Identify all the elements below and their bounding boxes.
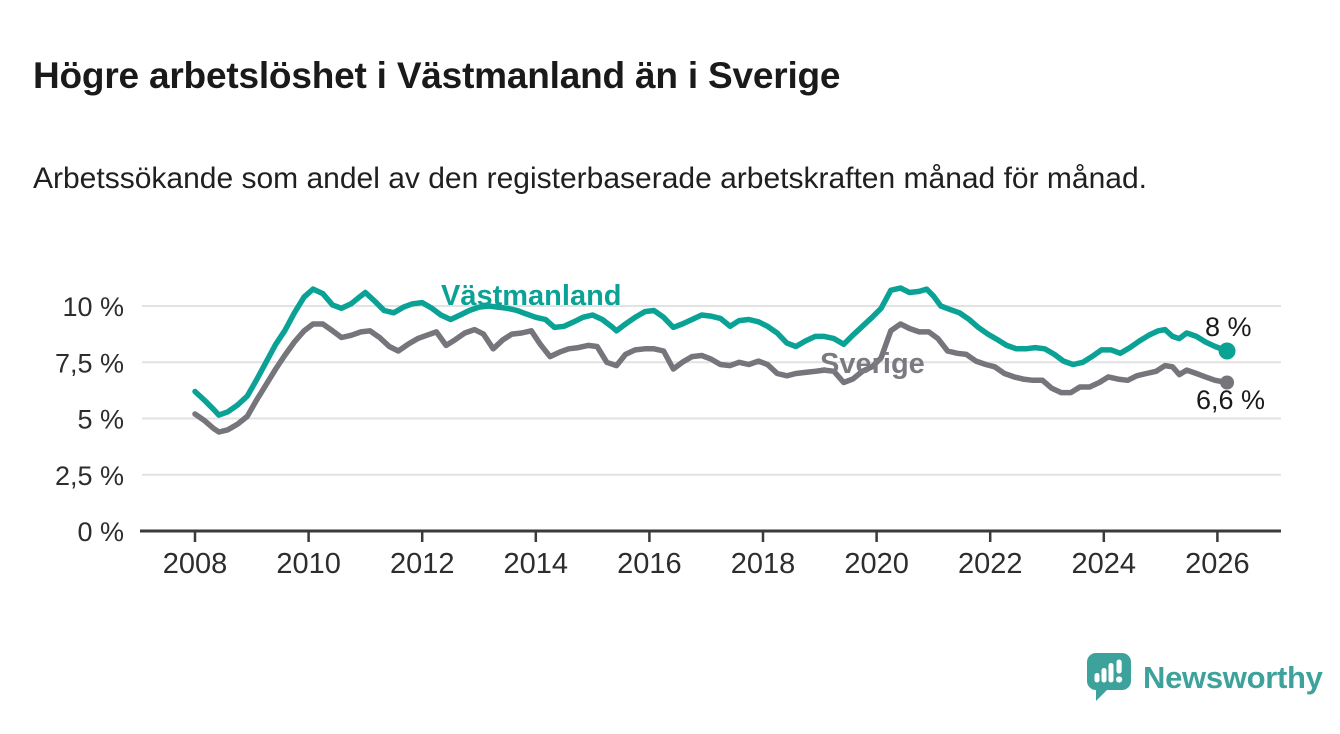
series-label-sverige: Sverige	[820, 348, 925, 380]
x-tick-label: 2018	[731, 548, 796, 580]
x-tick-label: 2022	[958, 548, 1023, 580]
x-tick-label: 2014	[504, 548, 569, 580]
page-subtitle: Arbetssökande som andel av den registerb…	[33, 162, 1147, 195]
page-title: Högre arbetslöshet i Västmanland än i Sv…	[33, 54, 841, 96]
x-tick-label: 2008	[163, 548, 228, 580]
newsworthy-brand: Newsworthy	[1086, 652, 1323, 704]
brand-name: Newsworthy	[1143, 660, 1323, 695]
y-tick-label: 5 %	[77, 405, 124, 435]
x-tick-label: 2020	[844, 548, 909, 580]
x-tick-label: 2026	[1185, 548, 1250, 580]
end-value-label-sverige: 6,6 %	[1196, 385, 1266, 415]
series-line-vastmanland	[192, 285, 1230, 418]
series-end-dot-sverige	[1220, 375, 1235, 390]
x-tick-label: 2024	[1072, 548, 1137, 580]
x-tick-label: 2010	[276, 548, 341, 580]
x-tick-label: 2012	[390, 548, 455, 580]
y-tick-label: 7,5 %	[55, 348, 124, 378]
x-tick-label: 2016	[617, 548, 682, 580]
y-tick-label: 10 %	[62, 292, 124, 322]
end-value-label-vastmanland: 8 %	[1205, 312, 1252, 342]
series-label-vastmanland: Västmanland	[441, 280, 622, 312]
series-line-sverige	[192, 321, 1230, 435]
y-tick-label: 0 %	[77, 517, 124, 547]
bar-chart-speech-bubble-icon	[1087, 653, 1131, 701]
series-end-dot-vastmanland	[1218, 342, 1236, 360]
y-tick-label: 2,5 %	[55, 461, 124, 491]
